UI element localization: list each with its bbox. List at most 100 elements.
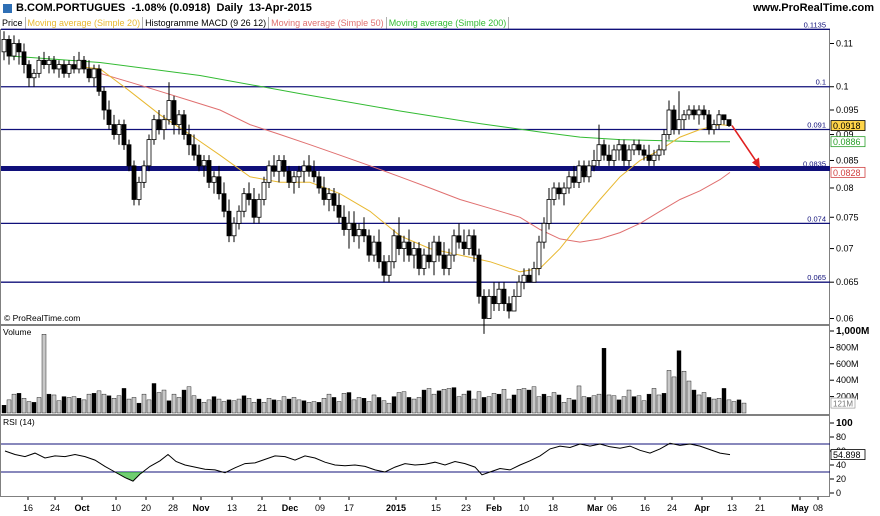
candle: [541, 217, 547, 249]
legend-ma50[interactable]: Moving average (Simple 50): [269, 17, 387, 29]
candle: [211, 171, 217, 194]
legend-macd[interactable]: Histogramme MACD (9 26 12): [143, 17, 270, 29]
volume-bar: [326, 393, 332, 414]
candle: [466, 229, 472, 256]
candle: [446, 248, 452, 276]
volume-bar: [346, 392, 352, 414]
legend-ma20[interactable]: Moving average (Simple 20): [26, 17, 144, 29]
candle: [241, 187, 247, 218]
candle: [391, 229, 397, 269]
candle-body: [691, 109, 697, 116]
volume-bar: [726, 399, 732, 414]
candle: [521, 268, 527, 290]
candle-body: [721, 114, 727, 121]
legend-price[interactable]: Price: [0, 17, 26, 29]
candle: [201, 155, 207, 177]
candle: [356, 223, 362, 249]
volume-bar: [36, 397, 42, 414]
candle: [641, 144, 647, 161]
candle: [431, 235, 437, 276]
volume-bar: [591, 395, 597, 414]
candle-body: [86, 68, 92, 79]
rsi-axis-label: 0: [836, 488, 841, 498]
volume-bar: [651, 388, 657, 414]
volume-bar: [296, 399, 302, 414]
support-line-label: 0.1: [816, 78, 826, 87]
volume-bar: [101, 393, 107, 414]
volume-bar: [621, 396, 627, 414]
volume-bar: [21, 398, 27, 414]
candle: [266, 160, 272, 188]
rsi-axis-label: 40: [836, 460, 846, 470]
ma20-line: [59, 64, 731, 273]
volume-bar: [356, 397, 362, 414]
price-axis-label: 0.075: [836, 212, 859, 222]
candle-body: [401, 241, 407, 249]
candle-body: [36, 59, 42, 74]
volume-bar: [66, 397, 72, 414]
support-line-label: 0.0835: [803, 160, 826, 169]
x-axis-label: 24: [667, 503, 677, 513]
x-axis-label: 10: [519, 503, 529, 513]
candle-body: [526, 274, 532, 283]
x-axis-label: Nov: [192, 503, 209, 513]
candle: [131, 160, 137, 206]
candle-body: [481, 295, 487, 319]
candle-body: [221, 193, 227, 212]
candle-body: [216, 176, 222, 195]
volume-bar: [566, 398, 572, 414]
volume-bar: [481, 397, 487, 414]
candle: [316, 171, 322, 194]
candle-body: [46, 59, 52, 66]
volume-bar: [446, 388, 452, 414]
candle-body: [21, 51, 27, 66]
candle: [116, 119, 122, 145]
candle-body: [646, 154, 652, 161]
candle: [41, 51, 47, 69]
price-axis-label: 0.07: [836, 244, 854, 254]
price-panel: [0, 29, 830, 325]
volume-bar: [631, 396, 637, 414]
volume-bar: [456, 396, 462, 414]
candle: [581, 160, 587, 183]
candle: [236, 205, 242, 230]
volume-bar: [596, 393, 602, 414]
volume-bar: [191, 395, 197, 414]
volume-bar: [206, 399, 212, 414]
candle-body: [171, 100, 177, 125]
volume-bar: [31, 402, 37, 414]
volume-axis-label: 200M: [836, 392, 859, 402]
site-link[interactable]: www.ProRealTime.com: [752, 2, 874, 14]
candle-body: [336, 204, 342, 218]
candle-body: [331, 193, 337, 206]
candle-body: [406, 241, 412, 256]
candle-body: [121, 124, 127, 146]
x-axis-label: Feb: [486, 503, 503, 513]
candle-body: [586, 165, 592, 178]
candle-body: [126, 144, 132, 167]
candle: [46, 56, 52, 74]
candle-body: [31, 72, 37, 79]
volume-bar: [276, 400, 282, 414]
candle: [361, 217, 367, 243]
candle: [191, 134, 197, 161]
candle: [36, 56, 42, 78]
volume-bar: [291, 397, 297, 414]
volume-bar: [231, 400, 237, 414]
candle-body: [581, 165, 587, 178]
candle-body: [671, 109, 677, 130]
candle: [591, 149, 597, 172]
candle: [676, 91, 682, 135]
candle: [181, 110, 187, 140]
candle: [656, 144, 662, 161]
candle-body: [441, 254, 447, 269]
candle-body: [186, 134, 192, 146]
candle: [696, 105, 702, 125]
volume-bar: [641, 400, 647, 414]
candle-body: [6, 38, 12, 57]
candle-body: [91, 68, 97, 79]
candle-body: [471, 235, 477, 256]
legend-ma200[interactable]: Moving average (Simple 200): [387, 17, 510, 29]
candle-body: [271, 165, 277, 172]
